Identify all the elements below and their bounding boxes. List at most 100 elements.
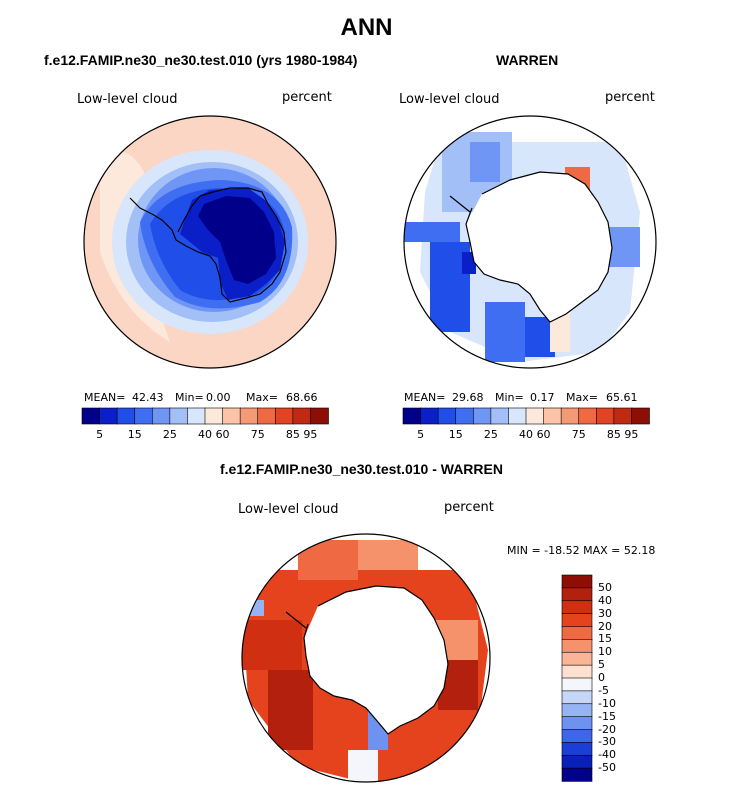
panel2-colorbar-tick: 95: [624, 428, 639, 441]
panel2-colorbar-cell: [631, 407, 650, 425]
panel3-colorbar-tick: -30: [598, 735, 616, 749]
panel1-colorbar: [81, 407, 329, 425]
panel1-colorbar-cell: [204, 407, 224, 425]
panel2-colorbar-cell: [420, 407, 439, 425]
panel1-colorbar-tick: 40: [198, 428, 212, 441]
panel2-colorbar-cell: [578, 407, 598, 425]
panel2-block-c: [404, 222, 460, 242]
panel3-block-i: [348, 750, 378, 782]
panel2-colorbar-cell: [472, 407, 492, 425]
panel3-colorbar-cell: [561, 690, 593, 705]
panel2-min-value: 0.17: [530, 391, 555, 404]
panel1-colorbar-tick: 85: [285, 428, 300, 441]
panel2-colorbar-cell: [525, 407, 545, 425]
panel2-min-label: Min=: [495, 391, 524, 404]
panel2-colorbar-tick: 75: [571, 428, 586, 441]
figure-title: ANN: [340, 14, 393, 41]
panel3-colorbar-tick: -5: [598, 683, 609, 697]
panel3-colorbar-cell: [561, 677, 593, 692]
panel2-block-b: [470, 142, 500, 182]
panel1-colorbar-cell: [239, 407, 259, 425]
panel3-colorbar-cell: [561, 651, 593, 666]
panel2-colorbar-cell: [455, 407, 475, 425]
panel1-colorbar-tick: 15: [127, 428, 142, 441]
panel3-colorbar-tick: 0: [598, 671, 605, 684]
panel3-block-d: [268, 670, 313, 750]
panel1-title: f.e12.FAMIP.ne30_ne30.test.010 (yrs 1980…: [44, 52, 358, 68]
panel2-units-label: percent: [605, 90, 655, 105]
panel3-colorbar-cell: [561, 639, 593, 653]
panel1-min-value: 0.00: [206, 391, 231, 404]
panel3-block-a: [298, 540, 358, 580]
panel2-block-f: [485, 302, 525, 362]
panel3-colorbar-cell: [561, 600, 593, 615]
panel2-colorbar-tick: 85: [606, 428, 621, 441]
panel3-colorbar-tick: -15: [598, 709, 616, 723]
panel3-field-label: Low-level cloud: [238, 502, 339, 517]
panel2-colorbar-cell: [490, 407, 510, 425]
panel1-colorbar-tick: 25: [162, 428, 177, 441]
panel1-colorbar-cell: [222, 407, 241, 425]
panel2-colorbar-cell: [595, 407, 615, 425]
panel3-colorbar-cell: [561, 754, 593, 769]
panel2-colorbar-tick: 40: [519, 428, 533, 441]
panel2-colorbar-cell: [508, 407, 527, 425]
panel3-colorbar-tick: -10: [598, 696, 616, 710]
panel3-map-border: [241, 533, 491, 783]
panel2-field-label: Low-level cloud: [399, 92, 500, 107]
panel2-max-label: Max=: [566, 391, 598, 404]
panel1-colorbar-cell: [151, 407, 171, 425]
panel1-field-label: Low-level cloud: [77, 92, 178, 107]
panel3-colorbar-tick: -50: [598, 761, 616, 775]
panel2-max-value: 65.61: [606, 391, 638, 404]
panel1-colorbar-cell: [116, 407, 136, 425]
panel3-colorbar-tick: -40: [598, 748, 616, 762]
panel3-colorbar-tick: 20: [598, 619, 612, 633]
panel3-coastline: [285, 585, 449, 735]
panel3-colorbar-tick: 50: [598, 580, 612, 594]
panel2-colorbar-tick: 5: [417, 428, 425, 441]
panel1-colorbar-cell: [169, 407, 189, 425]
panel1-colorbar-cell: [274, 407, 294, 425]
panel3-colorbar-tick: 5: [598, 658, 605, 672]
panel2-mean-label: MEAN=: [404, 391, 446, 404]
panel1-colorbar-tick: 5: [96, 428, 104, 441]
panel3-colorbar-tick: -20: [598, 722, 616, 736]
panel1-max-value: 68.66: [286, 391, 318, 404]
panel3-colorbar-cell: [561, 729, 593, 744]
panel2-colorbar-cell: [613, 407, 633, 425]
panel2-block-h: [550, 312, 570, 352]
panel3-colorbar-cell: [561, 626, 593, 641]
panel2-map-border: [403, 115, 657, 369]
panel1-colorbar-cell: [310, 407, 329, 425]
panel3-colorbar: [561, 574, 593, 782]
panel3-block-c: [242, 620, 302, 670]
panel3-colorbar-cell: [561, 703, 593, 718]
panel2-colorbar-tick: 60: [536, 428, 551, 441]
panel3-colorbar-tick: 10: [598, 645, 612, 659]
panel2-colorbar-tick: 15: [448, 428, 463, 441]
panel1-colorbar-tick: 75: [250, 428, 265, 441]
panel2-coastline: [449, 171, 613, 323]
panel1-polar-map: [83, 115, 337, 369]
panel3-title: f.e12.FAMIP.ne30_ne30.test.010 - WARREN: [220, 461, 503, 477]
panel3-colorbar-cell: [561, 613, 593, 628]
panel3-units-label: percent: [444, 500, 494, 515]
panel1-colorbar-cell: [187, 407, 206, 425]
panel1-min-label: Min=: [175, 391, 204, 404]
panel1-antarctica-interior: [198, 196, 276, 284]
panel2-title: WARREN: [496, 52, 559, 68]
panel1-colorbar-tick: 95: [303, 428, 318, 441]
panel1-coastline: [129, 187, 287, 303]
panel2-colorbar-cell: [402, 407, 422, 425]
panel1-colorbar-cell: [81, 407, 101, 425]
panel3-colorbar-tick: 40: [598, 593, 612, 607]
panel3-polar-map: [241, 533, 491, 783]
panel1-colorbar-cell: [99, 407, 118, 425]
panel2-colorbar-cell: [543, 407, 562, 425]
panel1-mean-label: MEAN=: [84, 391, 126, 404]
panel3-minmax: MIN = -18.52 MAX = 52.18: [507, 544, 656, 557]
panel1-max-label: Max=: [246, 391, 278, 404]
panel2-colorbar-cell: [560, 407, 580, 425]
panel2-colorbar-cell: [437, 407, 457, 425]
